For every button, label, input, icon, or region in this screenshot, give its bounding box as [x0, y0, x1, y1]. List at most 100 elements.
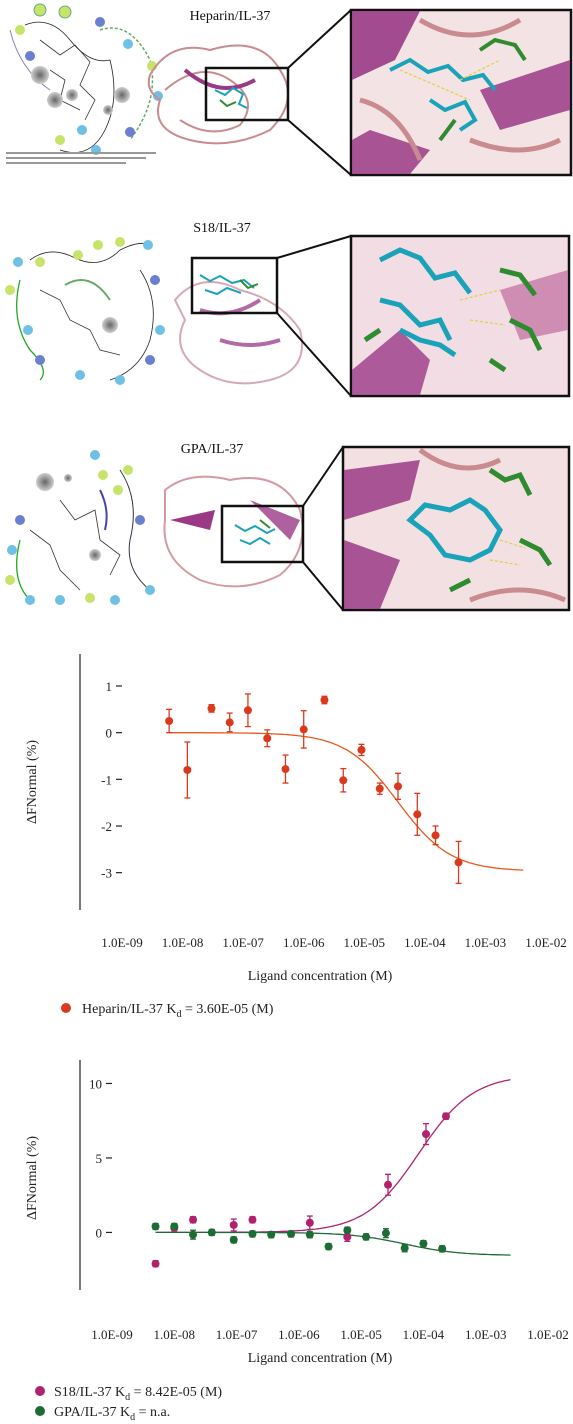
data-point-gpa — [400, 1244, 409, 1253]
x-tick-label: 1.0E-08 — [154, 1327, 196, 1342]
data-point-heparin — [165, 717, 174, 725]
data-point-gpa — [267, 1230, 276, 1239]
docking-title-heparin: Heparin/IL-37 — [190, 9, 271, 24]
data-point-s18 — [229, 1220, 238, 1229]
fit-curve-s18 — [155, 1079, 511, 1234]
fit-curve-gpa — [155, 1231, 511, 1256]
data-point-heparin — [413, 810, 422, 819]
data-point-gpa — [362, 1232, 371, 1241]
protein-overview-s18 — [173, 274, 303, 385]
data-point-gpa — [151, 1222, 160, 1231]
y-tick-label: -1 — [101, 772, 112, 787]
data-point-s18 — [248, 1215, 257, 1224]
interaction-diagram-s18 — [5, 237, 165, 385]
x-tick-label: 1.0E-04 — [403, 1327, 445, 1342]
data-points — [151, 1112, 450, 1268]
x-tick-label: 1.0E-03 — [465, 935, 507, 950]
x-tick-labels: 1.0E-09 1.0E-08 1.0E-07 1.0E-06 1.0E-05 1.0E-… — [91, 1327, 569, 1342]
data-point-heparin — [299, 725, 308, 734]
x-tick-label: 1.0E-05 — [340, 1327, 382, 1342]
x-tick-label: 1.0E-03 — [465, 1327, 507, 1342]
zoom-box-gpa — [220, 504, 305, 564]
data-point-heparin — [339, 776, 348, 785]
data-point-gpa — [189, 1230, 198, 1239]
data-point-gpa — [229, 1235, 238, 1244]
x-tick-label: 1.0E-06 — [283, 935, 325, 950]
docking-title-gpa: GPA/IL-37 — [181, 442, 244, 457]
data-point-gpa — [381, 1229, 390, 1238]
data-point-gpa — [305, 1230, 314, 1239]
y-tick-label: -3 — [101, 866, 112, 881]
y-tick-label: 1 — [106, 679, 113, 694]
legend: Heparin/IL-37 Kd = 3.60E-05 (M) — [61, 1002, 274, 1020]
y-axis-label: ΔFNormal (%) — [25, 740, 40, 824]
interaction-diagram-gpa — [5, 450, 155, 605]
x-tick-label: 1.0E-09 — [101, 935, 143, 950]
data-points — [165, 693, 463, 885]
data-point-gpa — [324, 1242, 333, 1251]
data-point-heparin — [357, 745, 366, 754]
data-point-s18 — [189, 1215, 198, 1224]
data-point-heparin — [263, 734, 272, 743]
data-point-s18 — [305, 1218, 314, 1227]
y-tick-label: -2 — [101, 819, 112, 834]
data-point-heparin — [225, 718, 234, 727]
data-point-heparin — [320, 696, 329, 704]
zoom-view-s18 — [349, 234, 571, 398]
x-tick-label: 1.0E-02 — [527, 1327, 569, 1342]
legend-marker-gpa — [35, 1406, 45, 1416]
data-point-heparin — [281, 765, 290, 774]
data-point-gpa — [343, 1226, 352, 1235]
x-tick-label: 1.0E-04 — [404, 935, 446, 950]
y-tick-label: 0 — [106, 726, 113, 741]
x-tick-label: 1.0E-08 — [162, 935, 204, 950]
data-point-gpa — [438, 1244, 447, 1253]
chart-heparin-binding: ΔFNormal (%) 10-1-2-3 1.0E-09 1.0E-08 1.0E… — [25, 654, 567, 1020]
legend-label-heparin: Heparin/IL-37 Kd = 3.60E-05 (M) — [82, 1002, 274, 1020]
data-point-gpa — [287, 1229, 296, 1238]
data-point-heparin — [207, 704, 216, 713]
y-ticks: 10 5 0 — [89, 1076, 112, 1240]
protein-overview-gpa — [163, 475, 304, 588]
data-point-s18 — [384, 1180, 393, 1189]
y-tick-label: 0 — [96, 1225, 103, 1240]
protein-overview-heparin — [147, 44, 289, 145]
fit-curves — [169, 732, 524, 871]
data-point-gpa — [207, 1228, 216, 1237]
fit-curve-heparin — [169, 732, 524, 871]
y-tick-label: 10 — [89, 1076, 102, 1091]
docking-row-heparin: Heparin/IL-37 — [6, 3, 573, 177]
legend-label-s18: S18/IL-37 Kd = 8.42E-05 (M) — [54, 1385, 222, 1403]
x-axis-label: Ligand concentration (M) — [248, 1351, 393, 1366]
data-point-heparin — [183, 766, 192, 774]
interaction-diagram-heparin — [6, 3, 163, 164]
y-tick-label: 5 — [96, 1151, 103, 1166]
docking-figure: Heparin/IL-37 — [5, 3, 573, 612]
zoom-box-s18 — [190, 256, 279, 315]
data-point-s18 — [422, 1130, 431, 1139]
data-point-s18 — [441, 1112, 450, 1121]
x-tick-label: 1.0E-02 — [525, 935, 567, 950]
zoom-box-heparin — [204, 66, 290, 122]
legend-label-gpa: GPA/IL-37 Kd = n.a. — [54, 1405, 170, 1423]
x-tick-labels: 1.0E-09 1.0E-08 1.0E-07 1.0E-06 1.0E-05 1.0E-… — [101, 935, 567, 950]
legend-marker-s18 — [35, 1386, 45, 1396]
data-point-heparin — [243, 706, 252, 715]
x-tick-label: 1.0E-05 — [344, 935, 386, 950]
y-axis-label: ΔFNormal (%) — [25, 1136, 40, 1220]
data-point-heparin — [375, 784, 384, 793]
x-tick-label: 1.0E-09 — [91, 1327, 133, 1342]
y-ticks: 1 0 -1 -2 -3 — [101, 679, 122, 881]
x-tick-label: 1.0E-06 — [278, 1327, 320, 1342]
x-axis-label: Ligand concentration (M) — [248, 969, 393, 984]
docking-row-s18: S18/IL-37 — [5, 221, 571, 398]
data-point-gpa — [248, 1229, 257, 1238]
docking-row-gpa: GPA/IL-37 — [5, 442, 571, 612]
x-tick-label: 1.0E-07 — [222, 935, 264, 950]
data-point-gpa — [170, 1222, 179, 1231]
zoom-view-gpa — [341, 445, 571, 612]
x-tick-label: 1.0E-07 — [216, 1327, 258, 1342]
data-point-s18 — [343, 1232, 352, 1241]
data-point-heparin — [454, 858, 463, 867]
